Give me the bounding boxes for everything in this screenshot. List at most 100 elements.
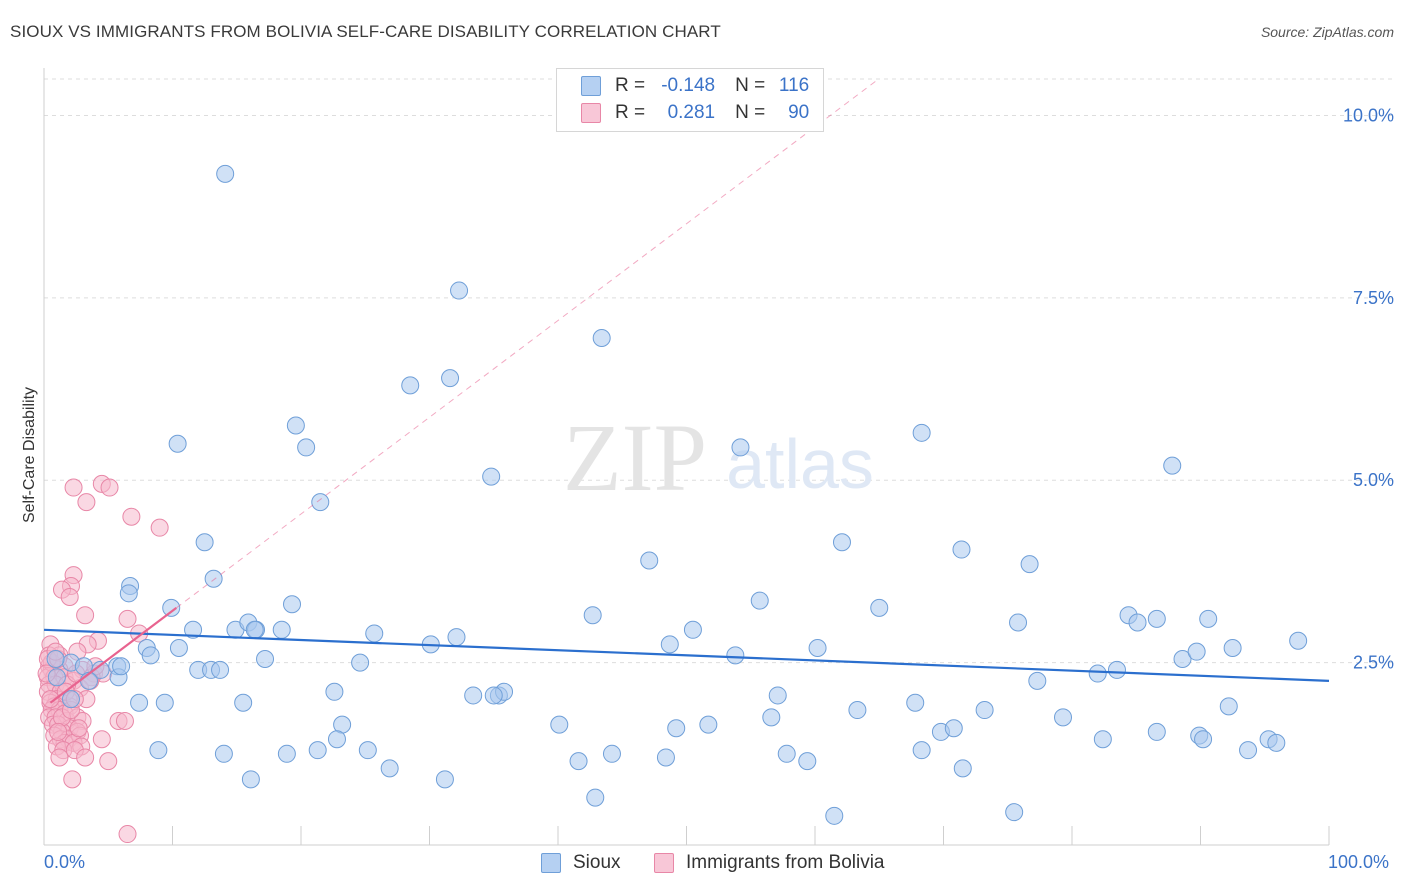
bolivia-point — [115, 711, 134, 730]
sioux-point — [906, 693, 925, 712]
sioux-point — [47, 668, 66, 687]
y-tick-labels: 2.5% 5.0% 7.5% 10.0% — [1343, 105, 1394, 672]
sioux-point — [1187, 642, 1206, 661]
sioux-point — [1088, 664, 1107, 683]
sioux-point — [944, 719, 963, 738]
sioux-point — [832, 533, 851, 552]
sioux-point — [602, 744, 621, 763]
sioux-point — [1028, 671, 1047, 690]
sioux-point — [1223, 639, 1242, 658]
sioux-point — [768, 686, 787, 705]
watermark: ZIP atlas — [563, 404, 874, 511]
sioux-point — [848, 701, 867, 720]
sioux-point — [586, 788, 605, 807]
sioux-point — [1194, 730, 1213, 749]
sioux-point — [583, 606, 602, 625]
chart-title: SIOUX VS IMMIGRANTS FROM BOLIVIA SELF-CA… — [10, 22, 721, 41]
sioux-point — [482, 467, 501, 486]
sioux-point — [870, 598, 889, 617]
sioux-point — [168, 434, 187, 453]
sioux-point — [1147, 722, 1166, 741]
legend-r-value: -0.148 — [661, 75, 716, 96]
sioux-point — [726, 646, 745, 665]
legend-n-value: 116 — [778, 75, 810, 96]
bolivia-point — [64, 478, 83, 497]
sioux-point — [1219, 697, 1238, 716]
sioux-legend-swatch — [541, 853, 561, 873]
sioux-point — [216, 164, 235, 183]
sioux-point — [1009, 613, 1028, 632]
bolivia-point — [118, 825, 137, 844]
legend-r-label: R = — [615, 75, 646, 96]
bolivia-point — [49, 722, 68, 741]
sioux-point — [569, 752, 588, 771]
legend-r-value: 0.281 — [667, 102, 716, 123]
sioux-point — [149, 741, 168, 760]
sioux-point — [450, 281, 469, 300]
sioux-point — [46, 649, 65, 668]
sioux-point — [762, 708, 781, 727]
bolivia-point — [122, 507, 141, 526]
sioux-point — [952, 540, 971, 559]
sioux-point — [660, 635, 679, 654]
bolivia-swatch — [581, 103, 601, 123]
bolivia-point — [63, 770, 82, 789]
sioux-point — [234, 693, 253, 712]
series-legend: Sioux Immigrants from Bolivia — [0, 852, 1406, 878]
sioux-point — [464, 686, 483, 705]
sioux-swatch — [581, 76, 601, 96]
grid-lines — [44, 78, 1394, 664]
watermark-zip: ZIP — [563, 404, 707, 511]
bolivia-legend-swatch — [654, 853, 674, 873]
sioux-point — [169, 639, 188, 658]
y-tick-label: 7.5% — [1353, 288, 1394, 308]
sioux-point — [325, 682, 344, 701]
sioux-point — [241, 770, 260, 789]
sioux-point — [975, 701, 994, 720]
sioux-point — [1107, 660, 1126, 679]
sioux-point — [61, 690, 80, 709]
sioux-point — [214, 744, 233, 763]
bolivia-point — [92, 730, 111, 749]
bolivia-point — [60, 587, 79, 606]
bolivia-trend-extension — [176, 78, 879, 609]
bolivia-point — [150, 518, 169, 537]
y-tick-label: 5.0% — [1353, 470, 1394, 490]
sioux-point — [656, 748, 675, 767]
sioux-point — [825, 806, 844, 825]
bolivia-point — [118, 609, 137, 628]
bolivia-point — [77, 493, 96, 512]
sioux-point — [1239, 741, 1258, 760]
sioux-point — [195, 533, 214, 552]
sioux-point — [1005, 803, 1024, 822]
y-tick-label: 2.5% — [1353, 653, 1394, 673]
trend-lines — [43, 78, 1330, 704]
legend-item-bolivia: Immigrants from Bolivia — [654, 852, 885, 874]
sioux-point — [141, 646, 160, 665]
bolivia-point — [41, 690, 60, 709]
sioux-point — [447, 628, 466, 647]
sioux-point — [112, 657, 131, 676]
sioux-point — [750, 591, 769, 610]
sioux-point — [683, 620, 702, 639]
sioux-point — [119, 584, 138, 603]
sioux-point — [1199, 609, 1218, 628]
bolivia-point — [69, 719, 88, 738]
sioux-point — [380, 759, 399, 778]
sioux-point — [130, 693, 149, 712]
correlation-legend: R = -0.148 N = 116 R = 0.281 N = 90 — [556, 68, 824, 132]
sioux-point — [401, 376, 420, 395]
legend-n-label: N = — [735, 75, 766, 96]
bolivia-trend-line — [49, 607, 178, 704]
bolivia-point — [100, 478, 119, 497]
sioux-point — [912, 741, 931, 760]
sioux-point — [550, 715, 569, 734]
sioux-point — [297, 438, 316, 457]
sioux-point — [592, 328, 611, 347]
x-tick-max: 100.0% — [1328, 852, 1390, 872]
bolivia-point — [50, 748, 69, 767]
source-label: Source: ZipAtlas.com — [1260, 24, 1394, 40]
sioux-point — [1173, 649, 1192, 668]
sioux-point — [162, 598, 181, 617]
